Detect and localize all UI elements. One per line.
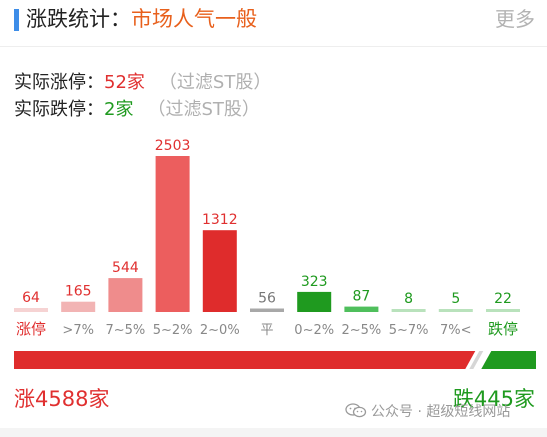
- bar-value-label: 8: [404, 291, 413, 307]
- bar-7: [344, 306, 379, 312]
- category-label: 7~5%: [106, 323, 146, 338]
- bar-value-label: 5: [451, 291, 460, 307]
- watermark: 公众号 · 超级短线网站: [345, 402, 510, 422]
- category-label: 2~5%: [342, 323, 382, 338]
- bar-3: [155, 156, 190, 312]
- bar-9: [438, 309, 473, 312]
- limit-up-note: （过滤ST股）: [158, 72, 272, 93]
- bar-value-label: 87: [352, 289, 370, 305]
- limit-down-label: 实际跌停：: [14, 99, 104, 120]
- bar-value-label: 544: [112, 260, 139, 276]
- limit-down-stat: 实际跌停：2家 （过滤ST股）: [14, 97, 260, 123]
- total-up-count: 涨4588家: [14, 387, 110, 411]
- bar-value-label: 1312: [202, 212, 238, 228]
- bar-value-label: 56: [258, 291, 276, 307]
- bottom-band: [0, 428, 547, 437]
- limit-up-stat: 实际涨停：52家 （过滤ST股）: [14, 70, 271, 96]
- more-link[interactable]: 更多: [495, 7, 535, 31]
- limit-up-label: 实际涨停：: [14, 72, 104, 93]
- watermark-text: 公众号 · 超级短线网站: [371, 404, 511, 420]
- wechat-icon: [345, 403, 367, 418]
- category-label: >7%: [62, 323, 94, 338]
- limit-down-note: （过滤ST股）: [147, 99, 260, 120]
- category-label: 2~0%: [200, 323, 240, 338]
- bar-value-label: 64: [22, 290, 40, 306]
- bar-value-label: 22: [494, 291, 512, 307]
- bar-value-label: 165: [65, 284, 92, 300]
- ratio-bar-up: [14, 351, 476, 369]
- ratio-bar-separator: [469, 351, 484, 369]
- accent-bar: [14, 9, 19, 31]
- total-down-count: 跌445家: [452, 387, 535, 411]
- bar-6: [297, 291, 332, 312]
- bar-4: [202, 230, 237, 312]
- up-down-ratio-bar: [14, 351, 536, 369]
- category-label: 平: [260, 323, 273, 338]
- category-label: 0~2%: [294, 323, 334, 338]
- header-divider: [0, 46, 547, 47]
- category-label: 5~2%: [153, 323, 193, 338]
- section-header: 涨跌统计：市场人气一般 更多: [0, 0, 547, 46]
- bar-5: [250, 308, 284, 312]
- bar-1: [61, 301, 96, 312]
- ratio-bar-down: [481, 351, 536, 369]
- limit-down-value: 2家: [104, 99, 134, 120]
- category-label: 7%<: [440, 323, 472, 338]
- bar-8: [391, 309, 426, 312]
- distribution-chart: 64 涨停 165 >7% 544 7~5% 2503 5~2% 1312 2~0% 56 平 323 0…: [14, 138, 520, 338]
- category-label: 跌停: [488, 320, 518, 338]
- category-label: 涨停: [16, 320, 46, 338]
- section-title: 涨跌统计：市场人气一般: [26, 4, 257, 34]
- title-prefix: 涨跌统计：: [26, 7, 131, 31]
- bar-10: [486, 309, 520, 312]
- limit-up-value: 52家: [104, 72, 145, 93]
- bar-value-label: 2503: [155, 138, 191, 154]
- bar-0: [14, 308, 48, 312]
- bar-2: [108, 278, 143, 312]
- category-label: 5~7%: [389, 323, 429, 338]
- bar-value-label: 323: [301, 274, 328, 290]
- market-mood: 市场人气一般: [131, 7, 257, 31]
